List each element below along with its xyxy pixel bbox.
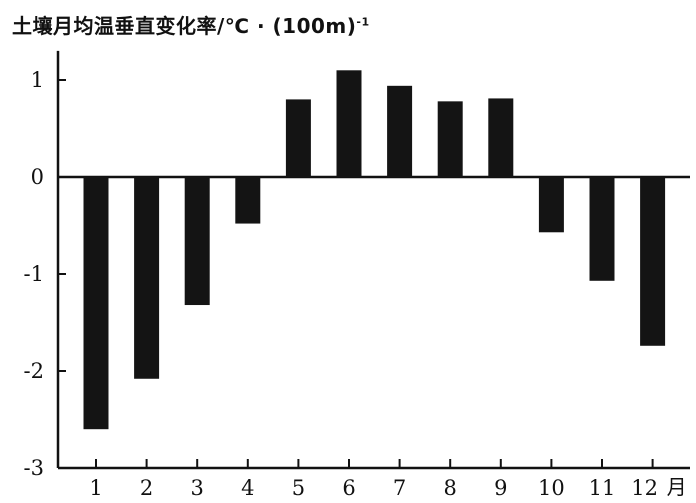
x-tick-label: 8 <box>444 476 457 500</box>
x-tick-label: 5 <box>292 476 305 500</box>
y-tick-label: 1 <box>31 68 44 92</box>
x-tick-label: 11 <box>589 476 616 500</box>
bar-month-12 <box>640 177 666 346</box>
y-tick-label: 0 <box>31 165 44 189</box>
x-tick-label: 9 <box>494 476 507 500</box>
x-axis-unit-label: 月 <box>667 475 687 499</box>
x-tick-label: 4 <box>241 476 254 500</box>
bar-month-7 <box>387 85 413 177</box>
y-tick-label: -3 <box>24 456 44 480</box>
x-tick-label: 2 <box>140 476 153 500</box>
x-tick-label: 10 <box>538 476 565 500</box>
bars <box>83 70 666 430</box>
bar-month-4 <box>235 177 261 224</box>
bar-month-10 <box>538 177 564 233</box>
bar-month-5 <box>285 99 311 177</box>
x-tick-label: 1 <box>89 476 102 500</box>
y-tick-label: -2 <box>24 359 44 383</box>
x-tick-label: 12 <box>631 476 658 500</box>
bar-month-2 <box>134 177 160 379</box>
chart-title: 土壤月均温垂直变化率/℃ · (100m)-1 <box>12 14 370 38</box>
bar-month-6 <box>336 70 362 177</box>
bar-month-1 <box>83 177 109 430</box>
y-tick-label: -1 <box>24 262 44 286</box>
bar-month-8 <box>437 101 463 177</box>
bar-month-11 <box>589 177 615 281</box>
x-tick-label: 6 <box>342 476 355 500</box>
axes <box>56 50 690 470</box>
bar-month-3 <box>184 177 210 306</box>
axis-labels: 10-1-2-31 2 3 4 5 6 7 8 9 10 11 12 月 <box>24 68 687 500</box>
bar-month-9 <box>488 98 514 177</box>
x-tick-label: 7 <box>393 476 406 500</box>
x-tick-label: 3 <box>191 476 204 500</box>
